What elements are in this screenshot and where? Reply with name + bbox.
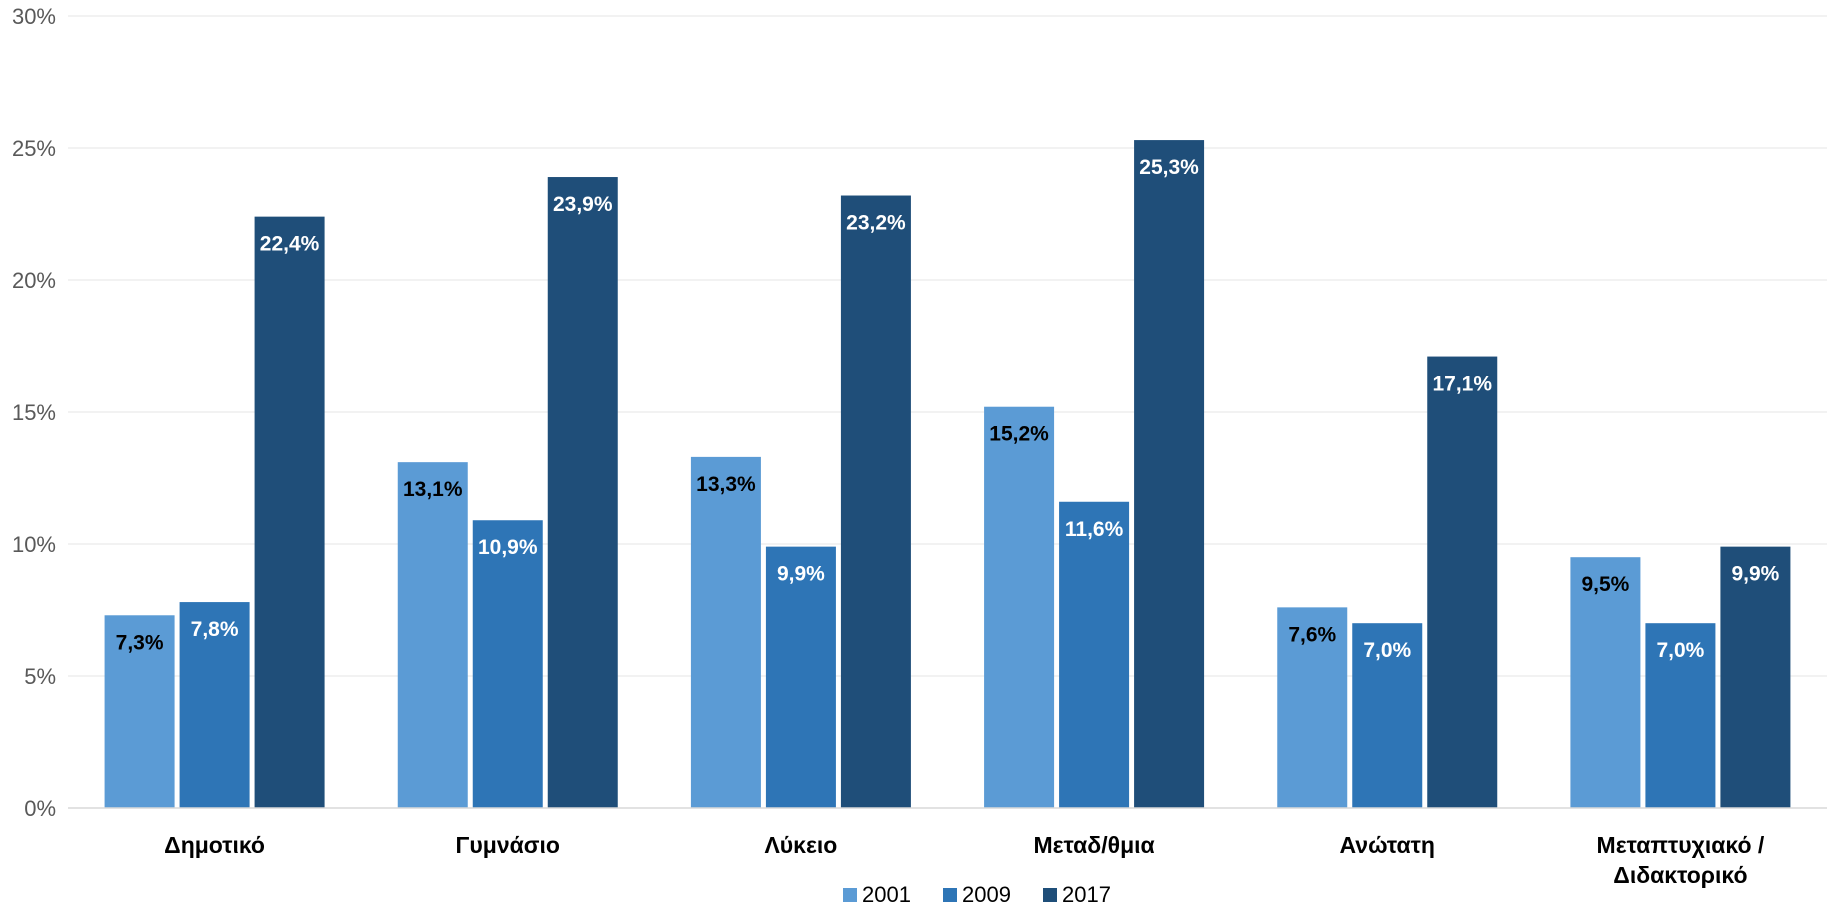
- data-label: 13,3%: [696, 473, 756, 496]
- legend-swatch-2001: [843, 888, 857, 902]
- data-label: 7,0%: [1656, 639, 1704, 662]
- data-label: 23,2%: [846, 212, 906, 235]
- data-label: 22,4%: [260, 233, 320, 256]
- bar-2001: [1277, 607, 1348, 808]
- x-tick-label-line: Γυμνάσιο: [456, 832, 560, 858]
- data-label: 11,6%: [1065, 518, 1124, 541]
- data-label: 9,9%: [777, 563, 825, 586]
- x-tick-label: Λύκειο: [764, 832, 837, 858]
- bar-2017: [1427, 356, 1498, 808]
- bar-2017: [1720, 546, 1791, 808]
- y-axis: 0% 5% 10% 15% 20% 25% 30%: [12, 4, 56, 821]
- y-tick-label: 0%: [24, 796, 56, 821]
- legend: 2001 2009 2017: [843, 882, 1111, 907]
- legend-label: 2017: [1062, 882, 1111, 907]
- y-tick-label: 10%: [12, 532, 56, 557]
- data-label: 25,3%: [1139, 156, 1199, 179]
- data-label: 9,9%: [1731, 563, 1779, 586]
- bar-2001: [690, 456, 761, 808]
- data-labels: 7,3% 7,8% 22,4% 13,1% 10,9% 23,9% 13,3% 9,9% 23,…: [116, 156, 1780, 662]
- x-tick-label: Μεταπτυχιακό / Διδακτορικό: [1597, 832, 1765, 888]
- data-label: 10,9%: [478, 536, 538, 559]
- y-tick-label: 15%: [12, 400, 56, 425]
- data-label: 13,1%: [403, 478, 463, 501]
- y-tick-label: 25%: [12, 136, 56, 161]
- data-label: 15,2%: [989, 423, 1049, 446]
- legend-label: 2001: [862, 882, 911, 907]
- x-axis: Δημοτικό Γυμνάσιο Λύκειο Μεταδ/θμια Ανώτατη Μ…: [164, 832, 1765, 888]
- x-tick-label-line: Μεταπτυχιακό /: [1597, 832, 1765, 858]
- x-tick-label-line: Μεταδ/θμια: [1033, 832, 1154, 858]
- bar-2009: [179, 602, 250, 808]
- bar-2017: [547, 177, 618, 809]
- y-tick-label: 20%: [12, 268, 56, 293]
- data-label: 7,0%: [1363, 639, 1411, 662]
- bar-2009: [1352, 623, 1423, 808]
- data-label: 23,9%: [553, 193, 613, 216]
- bar-2017: [1134, 140, 1205, 808]
- data-label: 17,1%: [1432, 373, 1492, 396]
- bar-2009: [1645, 623, 1716, 808]
- bar-2017: [254, 216, 325, 808]
- bar-2009: [472, 520, 543, 808]
- x-tick-label-line: Δημοτικό: [164, 832, 265, 858]
- x-tick-label: Δημοτικό: [164, 832, 265, 858]
- x-tick-label: Γυμνάσιο: [456, 832, 560, 858]
- bar-2009: [765, 546, 836, 808]
- bar-2001: [104, 615, 175, 808]
- y-tick-label: 5%: [24, 664, 56, 689]
- data-label: 7,8%: [191, 618, 239, 641]
- data-label: 7,3%: [116, 631, 164, 654]
- bar-2017: [840, 195, 911, 808]
- x-tick-label-line: Λύκειο: [764, 832, 837, 858]
- x-tick-label: Ανώτατη: [1340, 832, 1435, 858]
- bar-2009: [1059, 501, 1130, 808]
- data-label: 9,5%: [1581, 573, 1629, 596]
- bar-2001: [984, 406, 1055, 808]
- bar-2001: [397, 462, 468, 808]
- bar-2001: [1570, 557, 1641, 808]
- x-tick-label-line: Διδακτορικό: [1613, 862, 1747, 888]
- data-label: 7,6%: [1288, 623, 1336, 646]
- legend-swatch-2017: [1043, 888, 1057, 902]
- bars: [104, 140, 1791, 809]
- y-tick-label: 30%: [12, 4, 56, 29]
- x-tick-label: Μεταδ/θμια: [1033, 832, 1154, 858]
- gridlines: [68, 15, 1827, 677]
- legend-label: 2009: [962, 882, 1011, 907]
- x-tick-label-line: Ανώτατη: [1340, 832, 1435, 858]
- legend-swatch-2009: [943, 888, 957, 902]
